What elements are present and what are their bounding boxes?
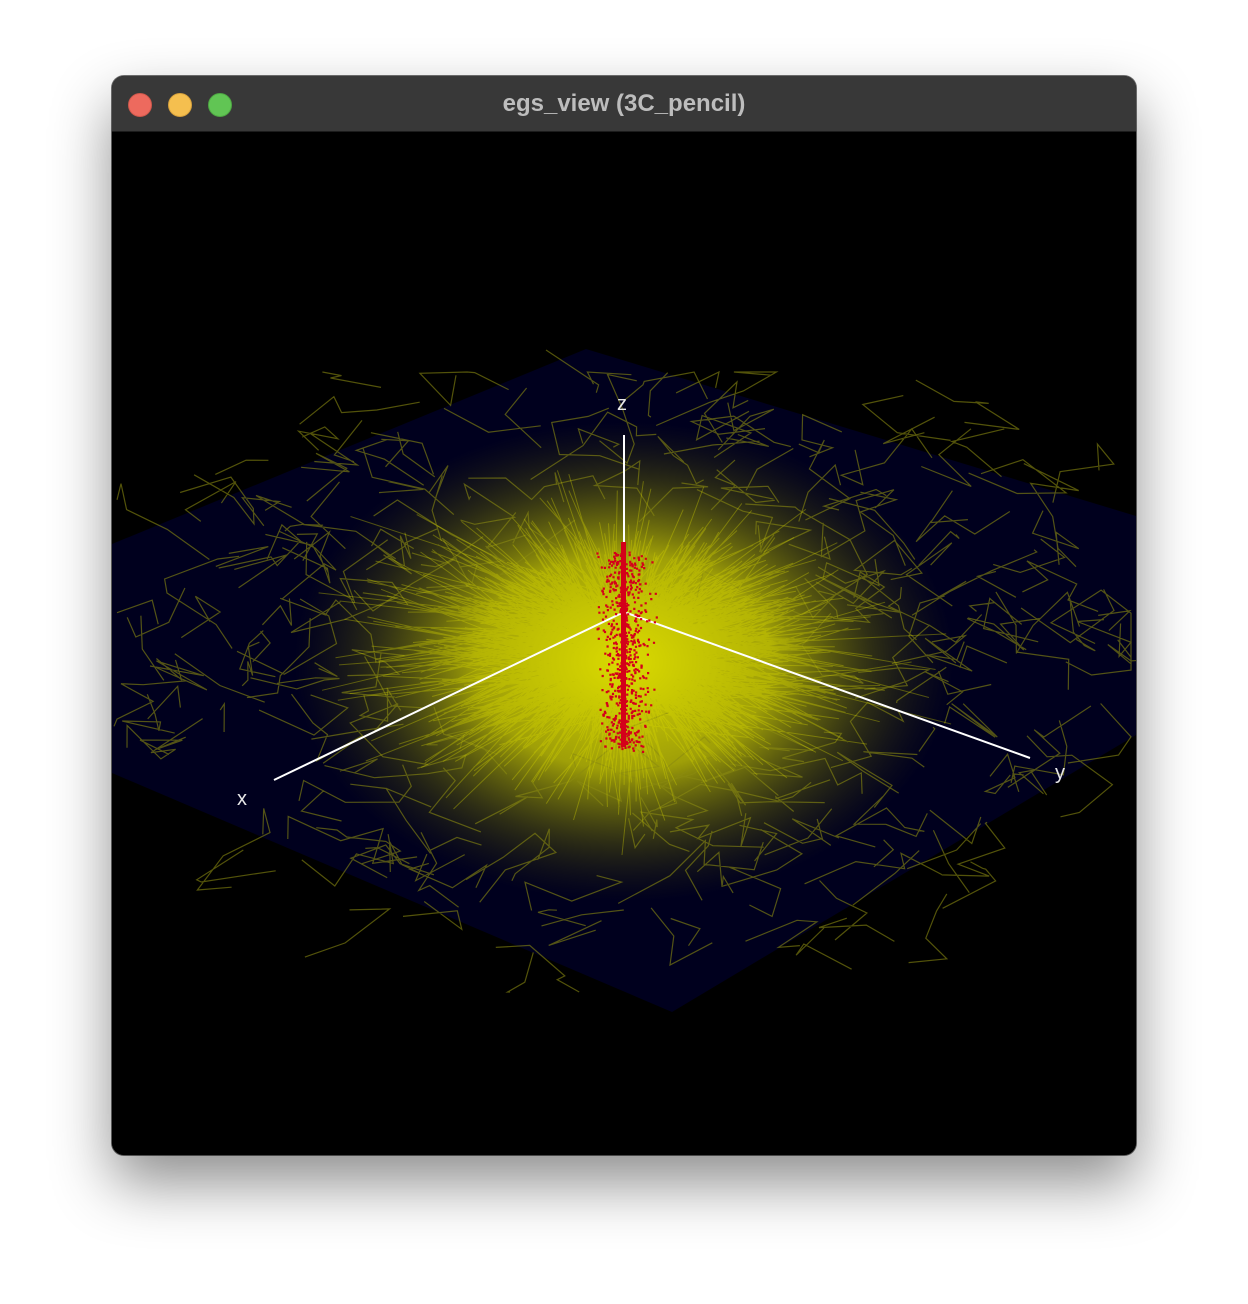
electron-beam-core	[621, 542, 626, 747]
3d-viewport[interactable]: x y z	[112, 132, 1136, 1155]
dense-photon-tracks	[318, 470, 952, 856]
z-axis-label: z	[617, 393, 627, 415]
particle-track-scene[interactable]: x y z	[112, 132, 1136, 1155]
minimize-window-button[interactable]	[168, 93, 192, 117]
scattered-photon-tracks	[113, 349, 1136, 993]
y-axis-line	[623, 611, 1031, 759]
app-window: egs_view (3C_pencil)	[112, 76, 1136, 1155]
y-axis-label: y	[1055, 762, 1065, 784]
title-bar[interactable]: egs_view (3C_pencil)	[112, 76, 1136, 132]
close-window-button[interactable]	[128, 93, 152, 117]
electron-tracks	[596, 542, 658, 753]
window-title: egs_view (3C_pencil)	[502, 90, 746, 117]
x-axis-line	[273, 611, 625, 781]
zoom-window-button[interactable]	[208, 93, 232, 117]
x-axis-label: x	[237, 788, 247, 810]
